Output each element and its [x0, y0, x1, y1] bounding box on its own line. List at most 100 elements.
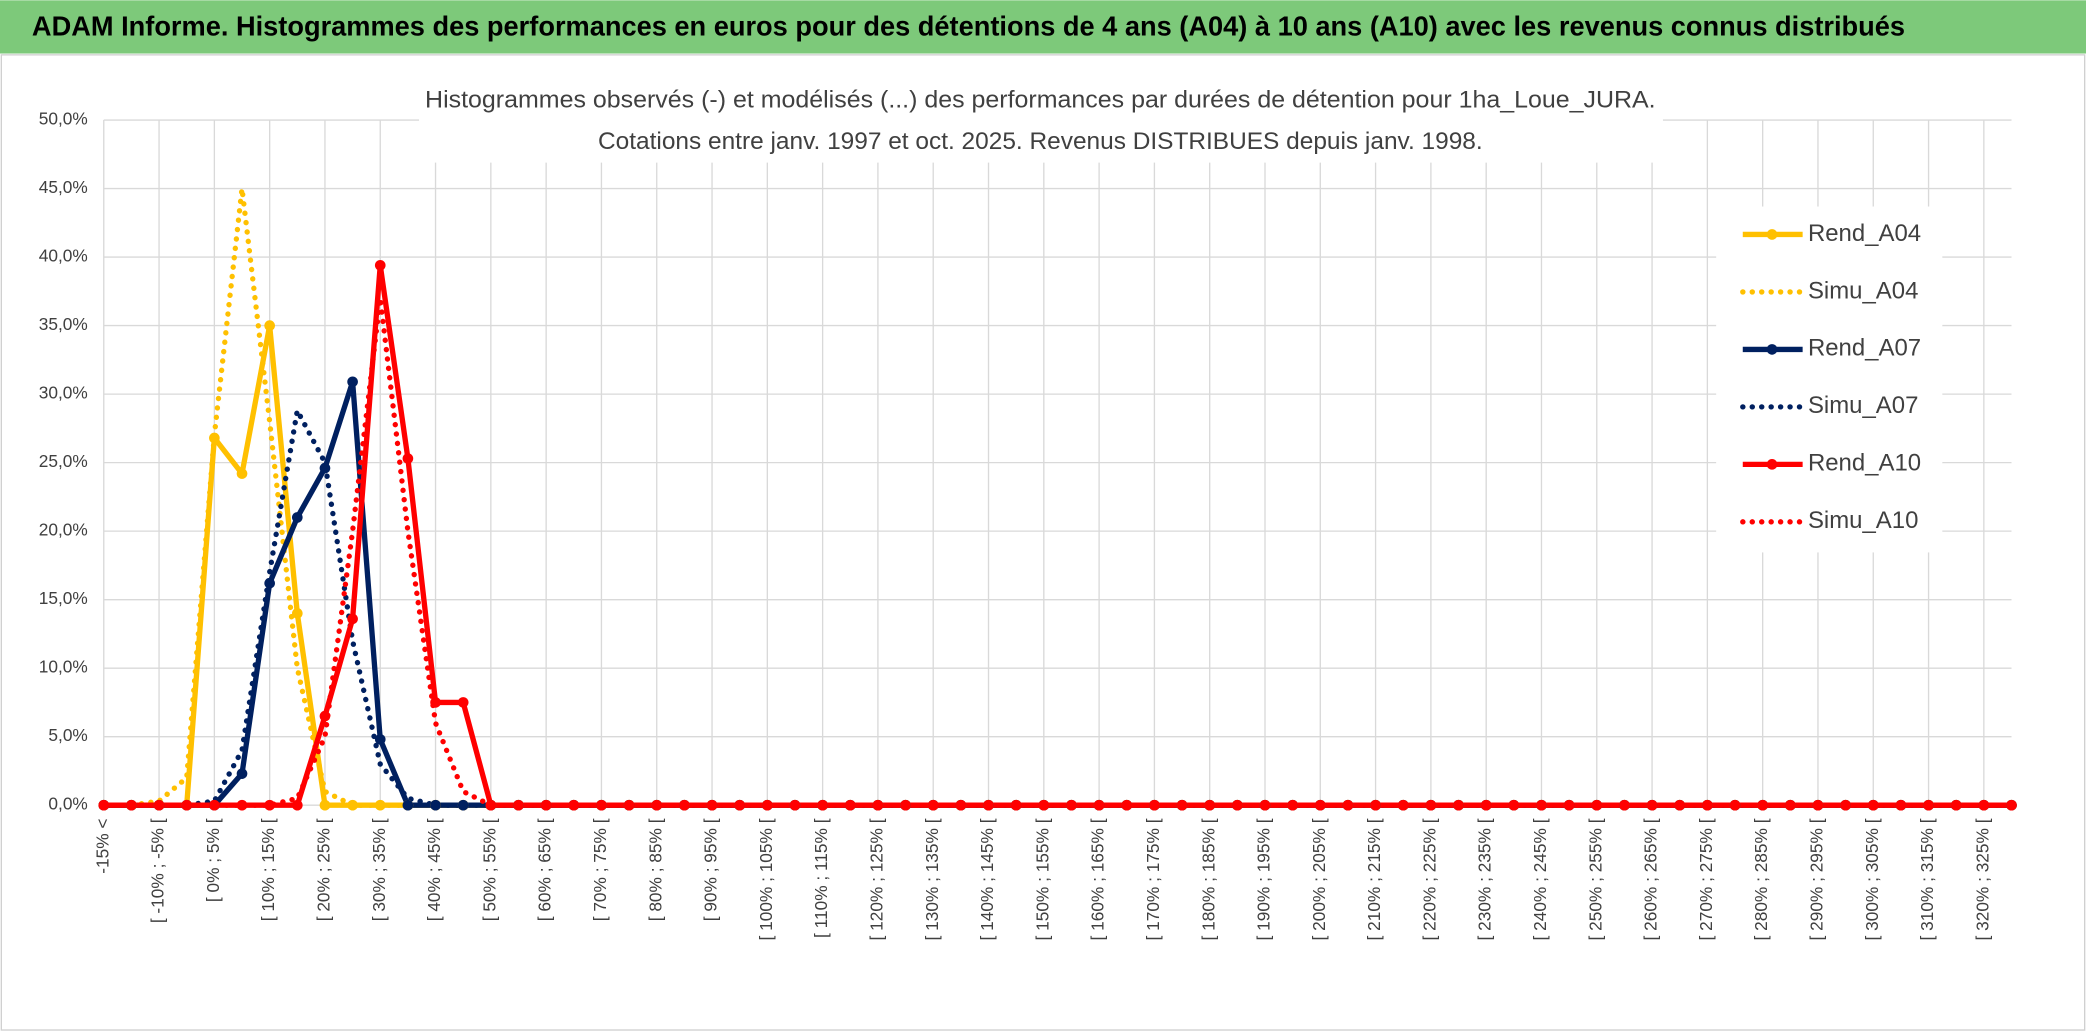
x-tick-label: [ 220% ; 225% [ — [1419, 818, 1439, 940]
marker — [1757, 799, 1768, 811]
x-tick-label: [ 290% ; 295% [ — [1807, 818, 1827, 940]
y-tick-label: 30,0% — [39, 383, 88, 403]
x-tick-label: [ 10% ; 15% [ — [258, 818, 278, 921]
marker — [540, 799, 552, 811]
marker — [1149, 799, 1160, 811]
marker — [374, 734, 386, 745]
header-bar — [0, 0, 2086, 54]
marker — [264, 799, 275, 811]
x-tick-label: [ 50% ; 55% [ — [479, 818, 499, 921]
marker — [900, 799, 911, 811]
header-title: ADAM Informe. Histogrammes des performan… — [32, 11, 1905, 42]
x-tick-label: [ 250% ; 255% [ — [1585, 818, 1605, 940]
x-tick-label: [ 180% ; 185% [ — [1198, 818, 1218, 940]
x-tick-label: [ 60% ; 65% [ — [535, 818, 555, 921]
marker — [236, 468, 248, 479]
marker — [1370, 799, 1381, 811]
marker — [1895, 799, 1907, 811]
marker — [1784, 799, 1796, 811]
marker — [1591, 799, 1603, 811]
marker — [596, 799, 607, 811]
marker — [457, 697, 469, 708]
marker — [513, 799, 524, 811]
marker — [319, 710, 331, 722]
x-tick-label: [ 280% ; 285% [ — [1751, 818, 1771, 940]
marker — [1508, 799, 1520, 811]
marker — [1702, 799, 1713, 811]
marker — [236, 799, 248, 811]
x-tick-label: [ 20% ; 25% [ — [314, 818, 334, 921]
x-tick-label: [ 70% ; 75% [ — [590, 818, 610, 921]
y-tick-label: 45,0% — [39, 177, 88, 197]
y-tick-label: 10,0% — [39, 657, 88, 677]
marker — [955, 799, 967, 811]
marker — [1121, 799, 1133, 811]
marker — [817, 799, 828, 811]
marker — [1259, 799, 1271, 811]
legend-label: Rend_A04 — [1808, 220, 1921, 247]
marker — [1176, 799, 1188, 811]
marker — [679, 799, 690, 811]
legend-marker — [1766, 229, 1778, 240]
x-tick-label: [ 320% ; 325% [ — [1972, 818, 1992, 940]
y-tick-label: 5,0% — [48, 725, 87, 745]
x-tick-label: [ 80% ; 85% [ — [645, 818, 665, 921]
x-tick-label: [ 260% ; 265% [ — [1641, 818, 1661, 940]
marker — [485, 799, 497, 811]
marker — [1038, 799, 1050, 811]
marker — [2006, 799, 2017, 811]
marker — [1646, 799, 1658, 811]
marker — [402, 453, 414, 464]
plot: -15% < [ -10% ; -5% [[ 0% ; 5% [[ 10% ; 1… — [39, 109, 2017, 941]
marker — [1010, 799, 1022, 811]
marker — [1480, 799, 1492, 811]
legend-label: Rend_A10 — [1808, 450, 1921, 477]
chart-title: Histogrammes observés (-) et modélisés (… — [425, 87, 1656, 114]
marker — [1314, 799, 1326, 811]
marker — [153, 799, 165, 811]
chart-title: Cotations entre janv. 1997 et oct. 2025.… — [598, 128, 1483, 155]
x-tick-label: [ 30% ; 35% [ — [369, 818, 389, 921]
legend-label: Simu_A10 — [1808, 507, 1918, 534]
marker — [1729, 799, 1741, 811]
x-tick-label: -15% < — [92, 818, 112, 873]
marker — [1342, 799, 1354, 811]
legend-background — [1716, 206, 1943, 553]
marker — [1536, 799, 1547, 811]
marker — [623, 799, 635, 811]
x-tick-label: [ 150% ; 155% [ — [1032, 818, 1052, 940]
marker — [789, 799, 801, 811]
x-tick-label: [ 270% ; 275% [ — [1696, 818, 1716, 940]
legend-label: Simu_A04 — [1808, 277, 1918, 304]
marker — [762, 799, 773, 811]
legend-marker — [1766, 459, 1778, 470]
marker — [844, 799, 856, 811]
x-tick-label: [ 120% ; 125% [ — [866, 818, 886, 940]
marker — [1978, 799, 1990, 811]
marker — [1619, 799, 1630, 811]
marker — [264, 320, 275, 331]
x-tick-label: [ 240% ; 245% [ — [1530, 818, 1550, 940]
marker — [236, 768, 248, 779]
x-tick-label: [ 300% ; 305% [ — [1862, 818, 1882, 940]
y-tick-label: 20,0% — [39, 520, 88, 540]
marker — [1453, 799, 1464, 811]
x-tick-label: [ 160% ; 165% [ — [1088, 818, 1108, 940]
marker — [1840, 799, 1851, 811]
x-tick-label: [ 310% ; 315% [ — [1917, 818, 1937, 940]
legend-label: Rend_A07 — [1808, 335, 1921, 362]
marker — [347, 799, 358, 811]
marker — [734, 799, 745, 811]
marker — [347, 613, 358, 625]
marker — [430, 697, 441, 708]
x-tick-label: [ 170% ; 175% [ — [1143, 818, 1163, 940]
marker — [1093, 799, 1105, 811]
series-line — [101, 297, 2015, 808]
y-tick-label: 40,0% — [39, 246, 88, 266]
marker — [347, 376, 358, 388]
marker — [568, 799, 580, 811]
marker — [872, 799, 884, 811]
chart-border — [0, 54, 2086, 1031]
y-tick-label: 50,0% — [39, 109, 88, 129]
